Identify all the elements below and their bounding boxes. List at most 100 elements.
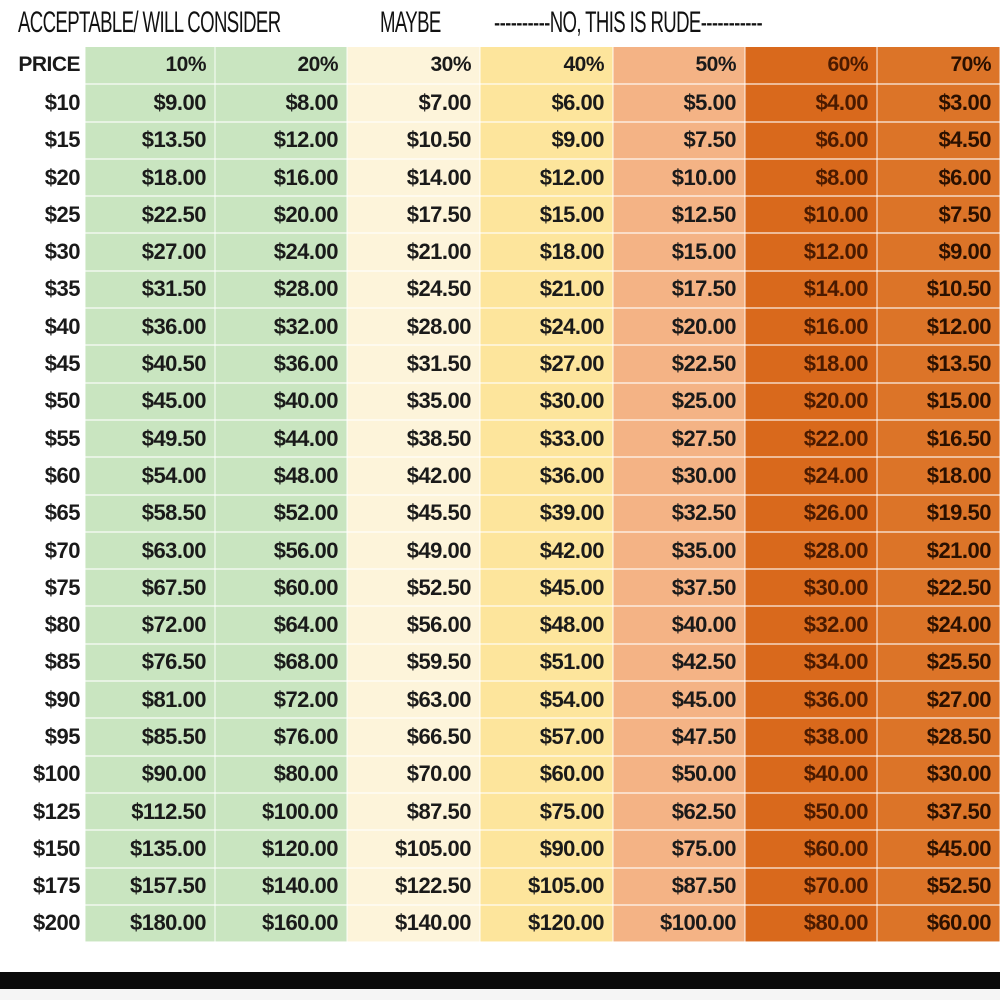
discounted-price-cell: $90.00: [85, 755, 216, 794]
discounted-price-cell: $28.50: [877, 718, 1000, 757]
discounted-price-cell: $8.00: [745, 158, 878, 198]
discounted-price-cell: $34.00: [745, 643, 878, 683]
discounted-price-cell: $72.00: [215, 681, 348, 720]
price-cell: $20: [0, 158, 86, 198]
column-header-discount: 40%: [480, 47, 614, 86]
discounted-price-cell: $140.00: [215, 867, 348, 906]
discounted-price-cell: $30.00: [480, 382, 614, 421]
discounted-price-cell: $48.00: [215, 457, 348, 496]
discounted-price-cell: $51.00: [480, 643, 614, 683]
discounted-price-cell: $40.00: [613, 606, 746, 645]
discounted-price-cell: $10.00: [613, 158, 746, 198]
discounted-price-cell: $28.00: [745, 531, 878, 571]
table-row: $85 $76.50 $68.00 $59.50 $51.00 $42.50 $34.00 $…: [0, 643, 1000, 683]
discounted-price-cell: $6.00: [745, 121, 878, 160]
price-cell: $200: [0, 904, 86, 944]
discounted-price-cell: $60.00: [745, 830, 878, 869]
price-cell: $35: [0, 270, 86, 310]
discounted-price-cell: $20.00: [613, 308, 746, 347]
discounted-price-cell: $87.50: [347, 792, 481, 832]
discounted-price-cell: $100.00: [613, 904, 746, 944]
discounted-price-cell: $48.00: [480, 606, 614, 645]
price-cell: $45: [0, 345, 86, 384]
discounted-price-cell: $52.50: [877, 867, 1000, 906]
discounted-price-cell: $18.00: [85, 158, 216, 198]
discounted-price-cell: $157.50: [85, 867, 216, 906]
discounted-price-cell: $17.50: [613, 270, 746, 310]
discounted-price-cell: $4.00: [745, 84, 878, 123]
discounted-price-cell: $16.50: [877, 419, 1000, 459]
discounted-price-cell: $18.00: [480, 233, 614, 272]
table-row: $50 $45.00 $40.00 $35.00 $30.00 $25.00 $20.00 $…: [0, 382, 1000, 421]
discounted-price-cell: $7.50: [613, 121, 746, 160]
discounted-price-cell: $10.50: [347, 121, 481, 160]
price-cell: $65: [0, 494, 86, 533]
discounted-price-cell: $10.00: [745, 196, 878, 235]
discounted-price-cell: $5.00: [613, 84, 746, 123]
table-row: $55 $49.50 $44.00 $38.50 $33.00 $27.50 $22.00 $…: [0, 419, 1000, 459]
discounted-price-cell: $40.00: [215, 382, 348, 421]
discounted-price-cell: $75.00: [613, 830, 746, 869]
price-cell: $100: [0, 755, 86, 794]
discounted-price-cell: $35.00: [347, 382, 481, 421]
discounted-price-cell: $13.50: [877, 345, 1000, 384]
discounted-price-cell: $7.00: [347, 84, 481, 123]
table-row: $90 $81.00 $72.00 $63.00 $54.00 $45.00 $36.00 $…: [0, 681, 1000, 720]
column-header-discount: 10%: [85, 47, 216, 86]
discounted-price-cell: $62.50: [613, 792, 746, 832]
table-row: $30 $27.00 $24.00 $21.00 $18.00 $15.00 $12.00 $…: [0, 233, 1000, 272]
bottom-strip: [0, 989, 1000, 1000]
table-row: $65 $58.50 $52.00 $45.50 $39.00 $32.50 $26.00 $…: [0, 494, 1000, 533]
column-header-discount: 30%: [347, 47, 481, 86]
header-row: PRICE 10% 20% 30% 40% 50% 60% 70%: [0, 47, 1000, 86]
discounted-price-cell: $33.00: [480, 419, 614, 459]
discounted-price-cell: $38.50: [347, 419, 481, 459]
price-cell: $40: [0, 308, 86, 347]
discounted-price-cell: $16.00: [745, 308, 878, 347]
discounted-price-cell: $90.00: [480, 830, 614, 869]
discounted-price-cell: $68.00: [215, 643, 348, 683]
discounted-price-cell: $32.00: [215, 308, 348, 347]
table-row: $10 $9.00 $8.00 $7.00 $6.00 $5.00 $4.00 $3.00: [0, 84, 1000, 123]
discounted-price-cell: $112.50: [85, 792, 216, 832]
discounted-price-cell: $52.50: [347, 569, 481, 608]
discounted-price-cell: $21.00: [877, 531, 1000, 571]
discounted-price-cell: $18.00: [745, 345, 878, 384]
column-header-discount: 70%: [877, 47, 1000, 86]
discounted-price-cell: $45.00: [85, 382, 216, 421]
discounted-price-cell: $30.00: [613, 457, 746, 496]
discounted-price-cell: $12.00: [745, 233, 878, 272]
discounted-price-cell: $44.00: [215, 419, 348, 459]
discounted-price-cell: $30.00: [877, 755, 1000, 794]
discounted-price-cell: $26.00: [745, 494, 878, 533]
discounted-price-cell: $100.00: [215, 792, 348, 832]
discounted-price-cell: $56.00: [215, 531, 348, 571]
discounted-price-cell: $80.00: [745, 904, 878, 944]
heading-maybe: MAYBE: [380, 6, 441, 39]
discounted-price-cell: $21.00: [480, 270, 614, 310]
table-row: $60 $54.00 $48.00 $42.00 $36.00 $30.00 $24.00 $…: [0, 457, 1000, 496]
discounted-price-cell: $105.00: [347, 830, 481, 869]
discounted-price-cell: $12.00: [480, 158, 614, 198]
price-cell: $15: [0, 121, 86, 160]
discounted-price-cell: $12.00: [877, 308, 1000, 347]
discounted-price-cell: $120.00: [480, 904, 614, 944]
category-headings: ACCEPTABLE/ WILL CONSIDER MAYBE --------…: [0, 0, 1000, 46]
discounted-price-cell: $76.00: [215, 718, 348, 757]
discounted-price-cell: $45.00: [480, 569, 614, 608]
discounted-price-cell: $24.50: [347, 270, 481, 310]
discounted-price-cell: $122.50: [347, 867, 481, 906]
discounted-price-cell: $135.00: [85, 830, 216, 869]
discounted-price-cell: $28.00: [215, 270, 348, 310]
table-row: $200 $180.00 $160.00 $140.00 $120.00 $100.00 $…: [0, 904, 1000, 944]
discounted-price-cell: $6.00: [877, 158, 1000, 198]
discounted-price-cell: $37.50: [613, 569, 746, 608]
table-row: $95 $85.50 $76.00 $66.50 $57.00 $47.50 $38.00 $…: [0, 718, 1000, 757]
price-cell: $75: [0, 569, 86, 608]
discounted-price-cell: $63.00: [85, 531, 216, 571]
table-row: $15 $13.50 $12.00 $10.50 $9.00 $7.50 $6.00 $4.5…: [0, 121, 1000, 160]
discounted-price-cell: $36.00: [745, 681, 878, 720]
discounted-price-cell: $21.00: [347, 233, 481, 272]
bottom-black-bar: [0, 972, 1000, 989]
column-header-discount: 20%: [215, 47, 348, 86]
